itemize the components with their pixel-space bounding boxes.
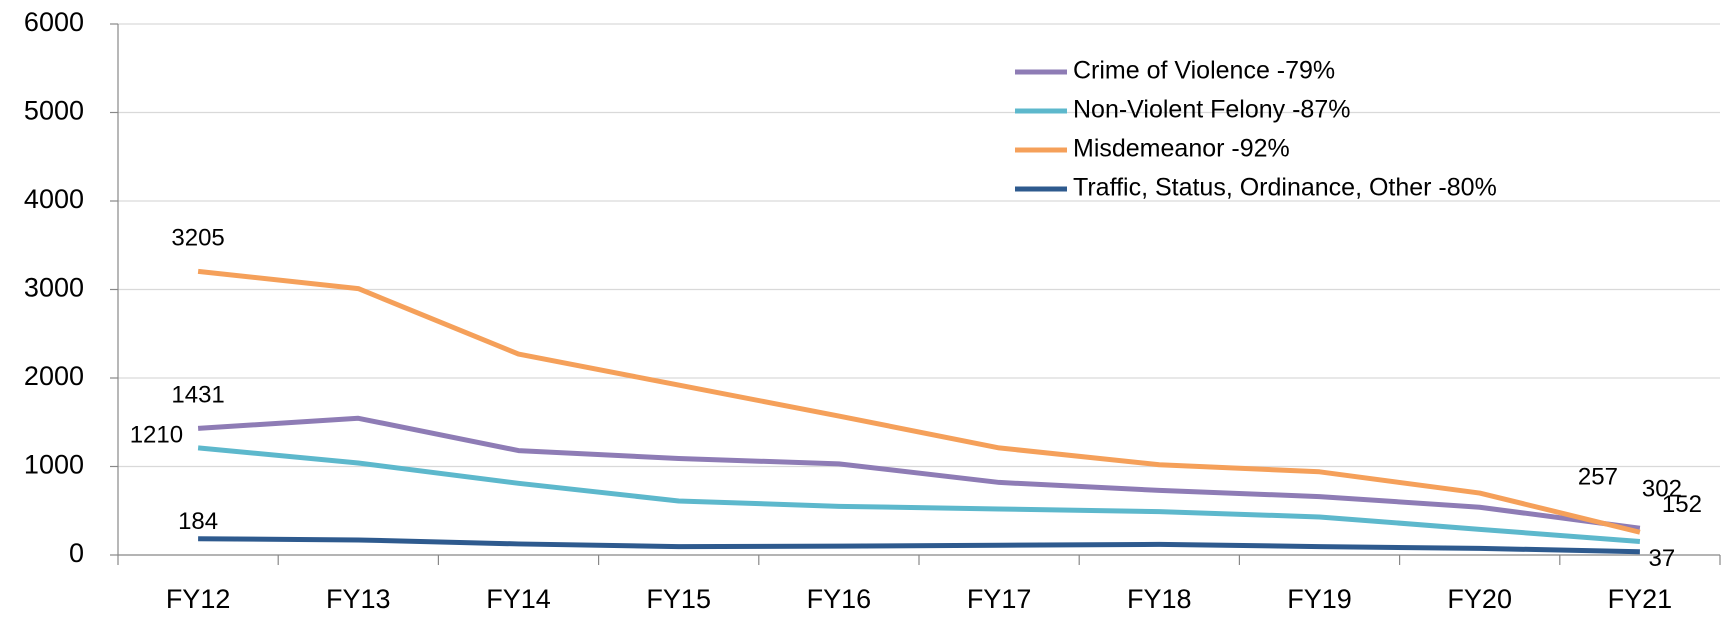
x-tick-label: FY14: [486, 584, 551, 614]
legend-label: Crime of Violence -79%: [1073, 57, 1335, 85]
series-line: [197, 268, 1641, 535]
x-tick-label: FY16: [807, 584, 872, 614]
y-tick-label: 1000: [24, 450, 84, 480]
data-label: 257: [1578, 464, 1618, 491]
legend-label: Non-Violent Felony -87%: [1073, 96, 1350, 124]
series-line: [197, 415, 1641, 531]
data-label: 184: [178, 508, 218, 535]
x-tick-label: FY13: [326, 584, 391, 614]
y-tick-label: 6000: [24, 7, 84, 37]
data-label: 1210: [130, 421, 183, 448]
data-label: 1431: [171, 382, 224, 409]
y-tick-label: 5000: [24, 96, 84, 126]
x-tick-label: FY12: [166, 584, 231, 614]
x-tick-label: FY21: [1608, 584, 1673, 614]
x-tick-label: FY19: [1287, 584, 1352, 614]
y-tick-label: 3000: [24, 273, 84, 303]
x-tick-label: FY20: [1447, 584, 1512, 614]
x-tick-label: FY15: [646, 584, 711, 614]
data-label: 37: [1649, 545, 1676, 572]
data-label: 302: [1642, 476, 1682, 503]
series-line: [198, 536, 1640, 555]
legend-label: Misdemeanor -92%: [1073, 135, 1290, 163]
series-line: [197, 445, 1641, 545]
x-tick-label: FY17: [967, 584, 1032, 614]
y-tick-label: 4000: [24, 184, 84, 214]
y-tick-label: 2000: [24, 361, 84, 391]
data-label: 152: [1662, 491, 1702, 518]
y-tick-label: 0: [69, 538, 84, 568]
data-label: 3205: [171, 225, 224, 252]
legend-label: Traffic, Status, Ordinance, Other -80%: [1073, 174, 1497, 202]
x-tick-label: FY18: [1127, 584, 1192, 614]
